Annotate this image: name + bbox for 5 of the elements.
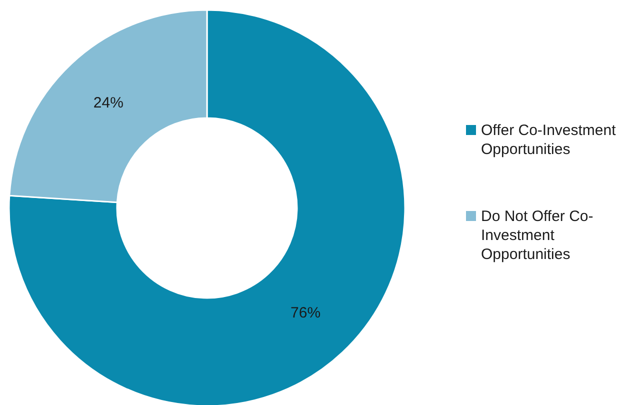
donut-slice bbox=[8, 9, 406, 405]
data-label: 24% bbox=[93, 94, 124, 112]
data-label: 76% bbox=[290, 304, 321, 322]
legend-label: Offer Co-Investment Opportunities bbox=[481, 122, 617, 158]
legend-label: Do Not Offer Co-Investment Opportunities bbox=[481, 208, 594, 262]
